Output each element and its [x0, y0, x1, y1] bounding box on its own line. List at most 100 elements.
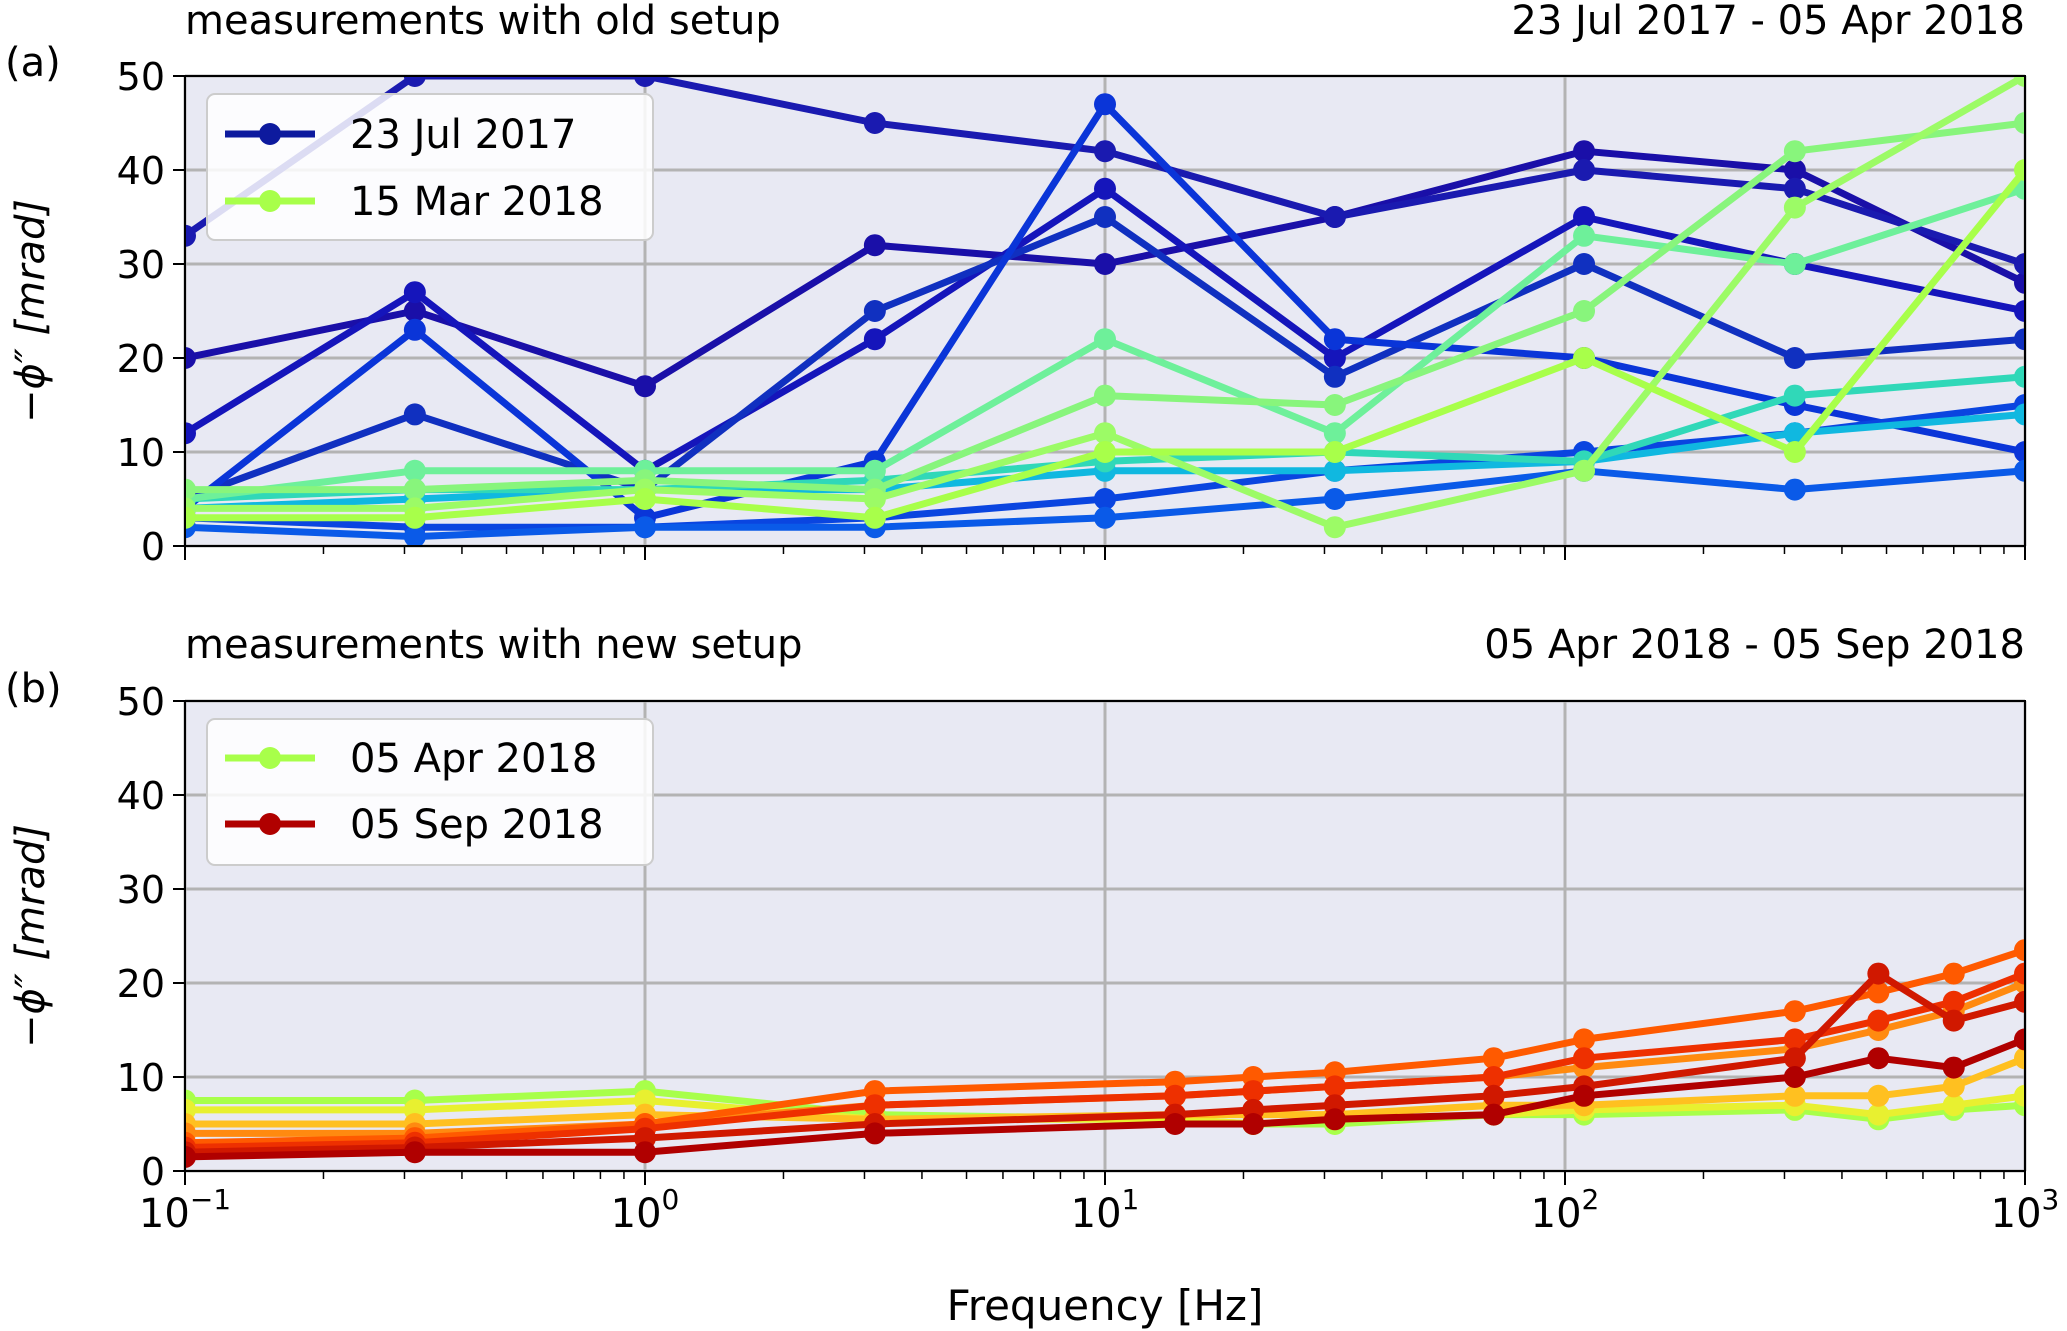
data-point-b-7-7	[1482, 1103, 1505, 1126]
data-point-a-0-6	[1573, 140, 1596, 163]
data-point-a-8-8	[2014, 365, 2025, 388]
legend-label-b-0: 05 Apr 2018	[350, 736, 597, 782]
data-point-a-6-7	[1783, 478, 1806, 501]
panel-label-a: (a)	[5, 40, 61, 86]
data-point-a-3-3	[863, 300, 886, 322]
data-point-b-7-2	[634, 1141, 656, 1164]
data-point-b-5-7	[1482, 1066, 1505, 1088]
data-point-b-4-12	[2014, 939, 2025, 962]
y-tick-label-b-3: 30	[117, 868, 165, 912]
data-point-b-5-4	[1164, 1084, 1187, 1107]
y-tick-label-a-3: 30	[117, 243, 165, 287]
data-point-a-0-4	[1094, 253, 1116, 275]
series-group-b	[185, 939, 2025, 1168]
data-point-a-2-5	[1323, 347, 1346, 369]
data-point-a-6-5	[1323, 488, 1346, 510]
data-point-a-7-7	[1783, 422, 1806, 445]
data-point-a-3-4	[1094, 206, 1116, 228]
data-point-a-8-7	[1783, 384, 1806, 407]
data-point-a-10-5	[1323, 394, 1346, 416]
data-point-b-6-7	[1482, 1084, 1505, 1107]
series-group-a	[185, 76, 2025, 546]
y-tick-label-b-4: 40	[117, 774, 165, 818]
y-ticks-a: 0 10 20 30 40 50	[117, 55, 185, 569]
data-point-a-0-2	[634, 375, 656, 398]
y-tick-label-b-5: 50	[117, 680, 165, 724]
data-point-a-11-8	[2014, 76, 2025, 87]
data-point-a-9-7	[1783, 253, 1806, 275]
data-point-a-9-1	[403, 459, 426, 482]
data-point-b-5-5	[1242, 1080, 1265, 1103]
data-point-b-1-11	[1942, 1094, 1965, 1117]
x-tick-label-4: 103	[1991, 1183, 2060, 1237]
data-point-a-7-5	[1323, 459, 1346, 482]
y-tick-label-b-1: 10	[117, 1056, 165, 1100]
data-point-a-10-1	[403, 478, 426, 501]
data-point-a-10-4	[1094, 384, 1116, 407]
data-point-b-7-4	[1164, 1113, 1187, 1135]
legend-marker-b-0	[259, 747, 281, 769]
legend-box-a	[206, 93, 654, 241]
data-point-b-5-12	[2014, 962, 2025, 985]
x-tick-label-3: 102	[1531, 1183, 1600, 1237]
y-tick-label-a-4: 40	[117, 149, 165, 193]
series-clip-group-a	[185, 76, 2025, 546]
data-point-a-2-6	[1573, 206, 1596, 228]
legend-label-a-0: 23 Jul 2017	[350, 112, 576, 158]
data-point-a-2-3	[863, 328, 886, 351]
data-point-b-7-3	[863, 1122, 886, 1145]
data-point-a-9-4	[1094, 328, 1116, 351]
data-point-a-1-4	[1094, 140, 1116, 163]
x-ticks-b: 10−1 100 101 102 103	[139, 1171, 2059, 1237]
legend-b: 05 Apr 2018 05 Sep 2018	[206, 718, 654, 866]
data-point-b-4-10	[1867, 981, 1890, 1004]
data-point-a-12-1	[403, 506, 426, 529]
data-point-b-7-6	[1323, 1108, 1346, 1131]
data-point-b-6-10	[1867, 962, 1890, 985]
data-point-a-9-5	[1323, 422, 1346, 445]
legend-a: 23 Jul 2017 15 Mar 2018	[206, 93, 654, 241]
data-point-b-6-12	[2014, 990, 2025, 1013]
data-point-a-0-3	[863, 234, 886, 257]
panel-a: 0 10 20 30 40 50 (a) measurements with old se…	[5, 0, 2027, 569]
data-point-a-2-4	[1094, 177, 1116, 200]
data-point-a-1-7	[1783, 177, 1806, 200]
data-point-b-1-12	[2014, 1084, 2025, 1107]
panel-title-left-b: measurements with new setup	[185, 622, 802, 668]
data-point-a-2-0	[185, 422, 196, 445]
data-point-b-6-11	[1942, 1009, 1965, 1032]
data-point-b-5-6	[1323, 1075, 1346, 1098]
data-point-a-0-0	[185, 347, 196, 369]
data-point-a-1-2	[634, 76, 656, 87]
data-point-a-11-5	[1323, 516, 1346, 539]
data-point-b-7-10	[1867, 1047, 1890, 1070]
data-point-a-10-0	[185, 478, 196, 501]
data-point-a-1-5	[1323, 206, 1346, 228]
data-point-a-0-7	[1783, 159, 1806, 181]
data-point-b-1-10	[1867, 1103, 1890, 1126]
data-point-a-6-2	[634, 516, 656, 539]
data-point-b-4-7	[1482, 1047, 1505, 1070]
data-point-a-1-3	[863, 112, 886, 134]
data-point-a-3-5	[1323, 365, 1346, 388]
x-ticks-a	[184, 546, 2026, 560]
data-point-a-3-7	[1783, 347, 1806, 369]
data-point-b-2-10	[1867, 1084, 1890, 1107]
data-point-a-0-8	[2014, 271, 2025, 294]
data-point-a-2-1	[403, 281, 426, 304]
data-point-a-4-4	[1094, 93, 1116, 116]
data-point-a-9-6	[1573, 224, 1596, 247]
data-point-a-11-4	[1094, 422, 1116, 445]
data-point-b-4-11	[1942, 962, 1965, 985]
data-point-b-6-9	[1783, 1047, 1806, 1070]
data-point-a-4-5	[1323, 328, 1346, 351]
y-tick-label-a-5: 50	[117, 55, 165, 99]
data-point-a-0-1	[403, 300, 426, 322]
data-point-b-2-11	[1942, 1075, 1965, 1098]
legend-box-b	[206, 718, 654, 866]
panel-b: 0 10 20 30 40 50 10−1 100 101 102 103 (b) measure…	[5, 622, 2059, 1330]
series-clip-group-b	[185, 939, 2025, 1168]
y-tick-label-a-0: 0	[141, 525, 165, 569]
panel-title-right-a: 23 Jul 2017 - 05 Apr 2018	[1511, 0, 2025, 44]
